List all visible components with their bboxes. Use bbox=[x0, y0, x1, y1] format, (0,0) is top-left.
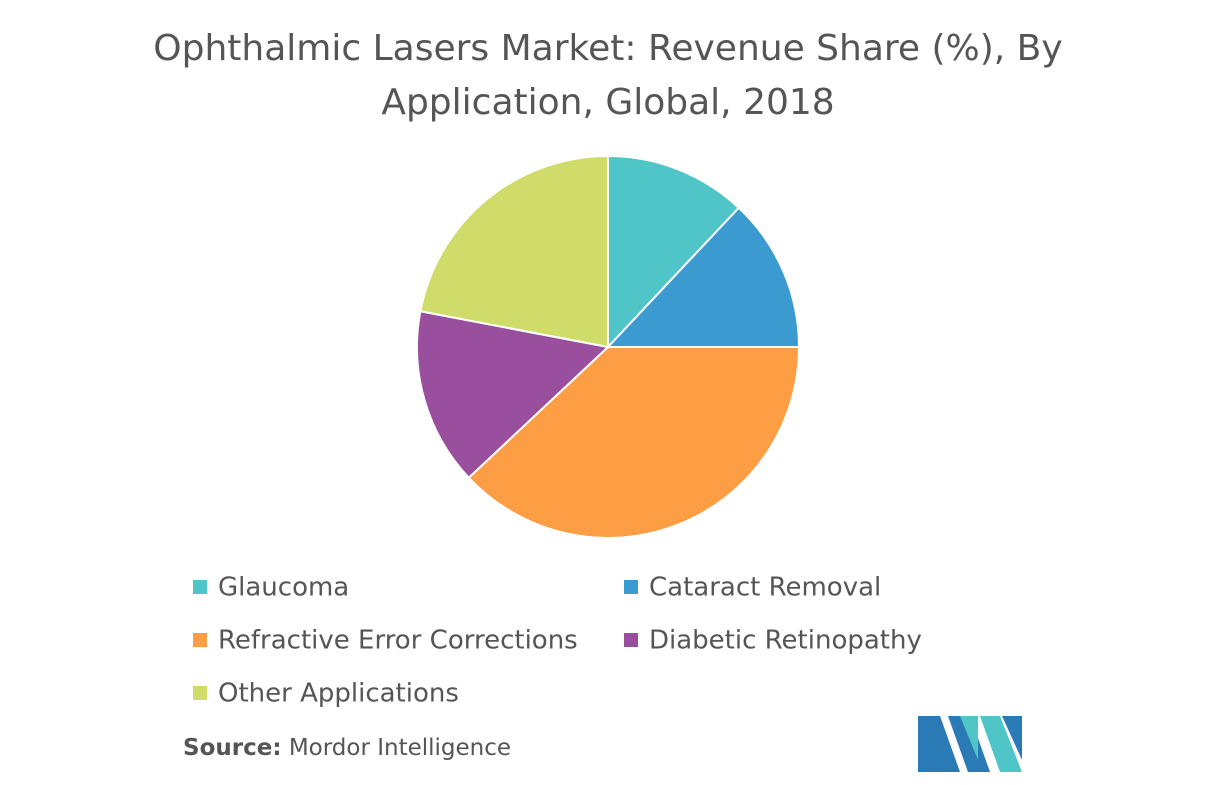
source-label: Source: bbox=[183, 735, 282, 761]
legend-swatch bbox=[193, 686, 207, 700]
pie-slice bbox=[416, 310, 611, 480]
logo bbox=[918, 716, 1022, 772]
pie-slice bbox=[467, 346, 801, 539]
legend-label: Cataract Removal bbox=[649, 573, 881, 603]
legend-swatch bbox=[624, 633, 638, 647]
legend-swatch bbox=[624, 580, 638, 594]
logo-shape bbox=[918, 716, 960, 772]
legend-label: Refractive Error Corrections bbox=[218, 626, 578, 656]
chart-title: Ophthalmic Lasers Market: Revenue Share … bbox=[153, 28, 1063, 123]
pie-slice bbox=[419, 154, 609, 349]
logo-shape bbox=[980, 716, 1022, 772]
pie-slice bbox=[605, 206, 801, 348]
legend-swatch bbox=[193, 633, 207, 647]
pie-slice bbox=[607, 154, 741, 350]
logo-shape bbox=[948, 716, 990, 772]
source: Source: Mordor Intelligence bbox=[183, 735, 511, 761]
logo-shape bbox=[1002, 716, 1022, 760]
legend-label: Glaucoma bbox=[218, 573, 349, 603]
source-text: Mordor Intelligence bbox=[288, 735, 512, 761]
logo-shape bbox=[960, 716, 978, 760]
legend-swatch bbox=[193, 580, 207, 594]
legend-label: Other Applications bbox=[218, 679, 459, 709]
legend-label: Diabetic Retinopathy bbox=[649, 626, 922, 656]
